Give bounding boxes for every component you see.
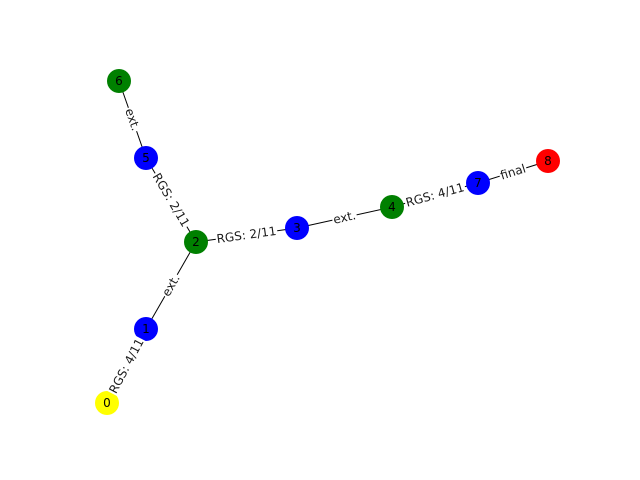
node-label-2: 2 <box>192 235 200 249</box>
node-label-6: 6 <box>115 74 123 88</box>
edge-label-2-3: RGS: 2/11 <box>214 222 279 248</box>
edge-label-0-1: RGS: 4/11 <box>104 334 149 398</box>
edge-label-background <box>120 105 145 134</box>
edge-label-text: RGS: 4/11 <box>106 336 146 396</box>
edge-label-text: ext. <box>332 208 357 227</box>
node-label-4: 4 <box>388 200 396 214</box>
node-6: 6 <box>107 69 131 93</box>
node-label-0: 0 <box>103 396 111 410</box>
node-label-5: 5 <box>142 151 150 165</box>
node-2: 2 <box>184 230 208 254</box>
edge-label-1-2: ext. <box>157 270 185 301</box>
node-0: 0 <box>95 391 119 415</box>
edge-label-background <box>497 160 529 184</box>
node-circle-6 <box>107 69 131 93</box>
edge-label-background <box>214 222 279 248</box>
node-circle-3 <box>285 216 309 240</box>
node-3: 3 <box>285 216 309 240</box>
edge-label-background <box>330 207 359 228</box>
node-5: 5 <box>134 146 158 170</box>
node-circle-1 <box>134 317 158 341</box>
node-circle-2 <box>184 230 208 254</box>
node-circle-8 <box>536 149 560 173</box>
node-label-8: 8 <box>544 154 552 168</box>
node-1: 1 <box>134 317 158 341</box>
edge-label-3-4: ext. <box>330 207 359 228</box>
node-label-7: 7 <box>474 176 482 190</box>
edge-label-text: ext. <box>122 106 143 132</box>
node-label-1: 1 <box>142 322 150 336</box>
node-4: 4 <box>380 195 404 219</box>
edges-layer <box>106 80 549 404</box>
edge-label-background <box>148 169 194 231</box>
edge-label-text: RGS: 2/11 <box>150 171 193 230</box>
node-8: 8 <box>536 149 560 173</box>
node-label-3: 3 <box>293 221 301 235</box>
edge-labels-layer: RGS: 4/11 ext. RGS: 2/11 RGS: 2/11 ext. ext. R… <box>104 105 529 398</box>
edge-label-background <box>402 178 468 212</box>
edge-label-text: RGS: 4/11 <box>404 180 466 210</box>
node-circle-0 <box>95 391 119 415</box>
node-circle-4 <box>380 195 404 219</box>
edge-label-7-8: final <box>497 160 529 184</box>
edge-label-background <box>104 334 149 398</box>
node-7: 7 <box>466 171 490 195</box>
edge-label-background <box>157 270 185 301</box>
node-circle-5 <box>134 146 158 170</box>
edge-label-2-5: RGS: 2/11 <box>148 169 194 231</box>
edge-label-5-6: ext. <box>120 105 145 134</box>
nodes-layer: 0 1 2 3 4 5 6 7 8 <box>95 69 560 415</box>
node-circle-7 <box>466 171 490 195</box>
edge-label-4-7: RGS: 4/11 <box>402 178 468 212</box>
